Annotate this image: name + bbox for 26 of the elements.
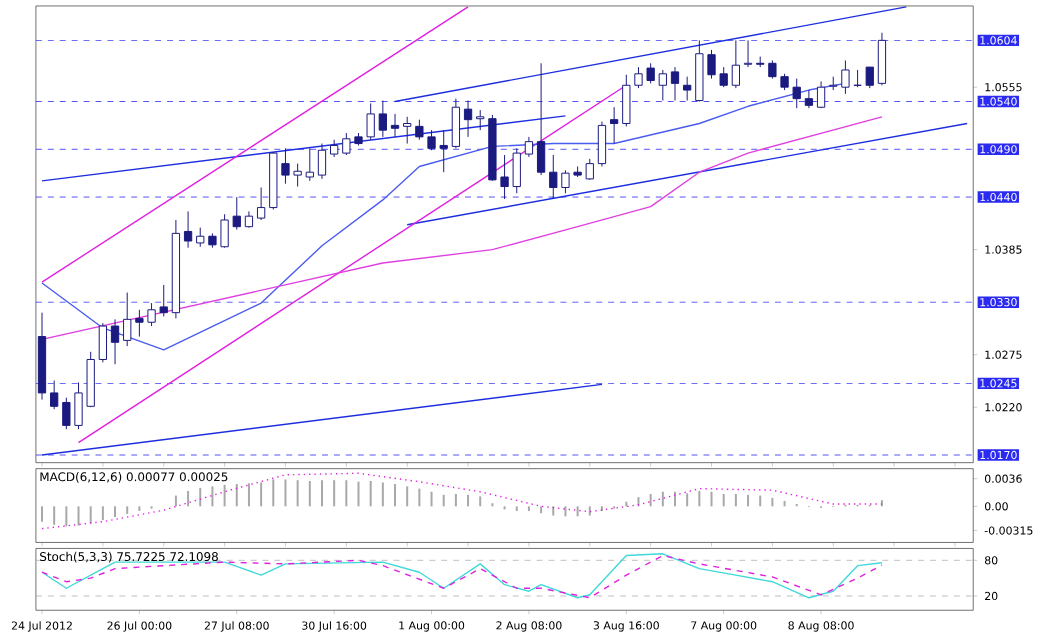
- candlestick: [683, 75, 692, 101]
- candlestick: [536, 62, 546, 176]
- candlestick: [658, 69, 667, 101]
- candlestick: [50, 379, 59, 410]
- candlestick: [865, 66, 874, 89]
- candlestick: [110, 318, 120, 365]
- candlestick: [743, 39, 753, 68]
- candlestick: [378, 99, 387, 138]
- candlestick: [524, 136, 534, 158]
- candlestick: [403, 116, 412, 144]
- candlestick: [816, 80, 826, 109]
- candlestick: [317, 142, 327, 180]
- candlestick: [463, 99, 473, 138]
- candlestick: [98, 322, 108, 363]
- candlestick: [451, 97, 461, 149]
- candlestick: [804, 89, 814, 109]
- line-series: [41, 472, 883, 530]
- candlestick: [731, 39, 741, 89]
- candlestick: [670, 66, 680, 101]
- candlestick: [609, 106, 619, 144]
- candlestick: [877, 32, 887, 86]
- candlestick: [390, 113, 400, 138]
- candlestick: [305, 147, 314, 182]
- candlestick: [183, 210, 193, 249]
- candlestick: [597, 120, 607, 167]
- candlestick: [256, 186, 266, 221]
